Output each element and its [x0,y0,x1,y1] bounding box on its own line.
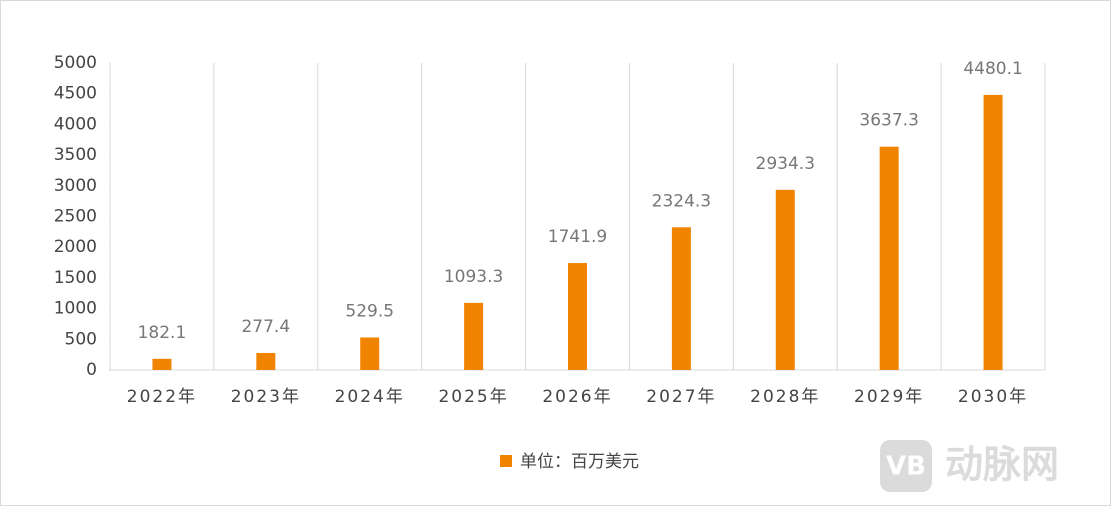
x-tick-label: 2030年 [958,387,1028,407]
legend-label: 单位：百万美元 [520,452,639,472]
value-label: 3637.3 [859,111,918,131]
x-tick-label: 2026年 [542,387,612,407]
value-label: 277.4 [241,317,290,337]
bar [671,227,691,370]
legend-swatch [500,455,512,467]
bar [879,146,899,370]
watermark-logo: VB [886,452,926,482]
y-tick-label: 5000 [54,53,97,73]
watermark: VB 动脉网 [880,440,1059,492]
x-tick-label: 2025年 [438,387,508,407]
bar [256,352,276,370]
y-tick-label: 2500 [54,207,97,227]
value-label: 182.1 [138,323,187,343]
bar [152,358,172,370]
y-tick-label: 4500 [54,84,97,104]
x-tick-label: 2024年 [335,387,405,407]
y-tick-label: 4000 [54,114,97,134]
bar [568,263,587,370]
bar [464,302,484,370]
value-label: 1093.3 [444,267,503,287]
y-tick-label: 3500 [54,145,97,165]
y-tick-label: 1500 [54,268,97,288]
bar [775,189,795,370]
x-tick-label: 2029年 [854,387,924,407]
y-tick-label: 500 [65,329,97,349]
watermark-text: 动脉网 [945,443,1059,487]
y-tick-label: 1000 [54,299,97,319]
value-label: 4480.1 [963,59,1022,79]
y-tick-label: 3000 [54,176,97,196]
value-label: 2934.3 [756,154,815,174]
x-tick-label: 2028年 [750,387,820,407]
bar [983,94,1003,370]
bar [360,337,380,370]
value-label: 2324.3 [652,191,711,211]
watermark-logo-box [880,440,932,492]
y-tick-label: 0 [86,360,97,380]
x-tick-label: 2027年 [646,387,716,407]
x-tick-label: 2022年 [127,387,197,407]
value-label: 529.5 [345,301,394,321]
x-tick-label: 2023年 [231,387,301,407]
value-label: 1741.9 [548,227,607,247]
y-tick-label: 2000 [54,237,97,257]
